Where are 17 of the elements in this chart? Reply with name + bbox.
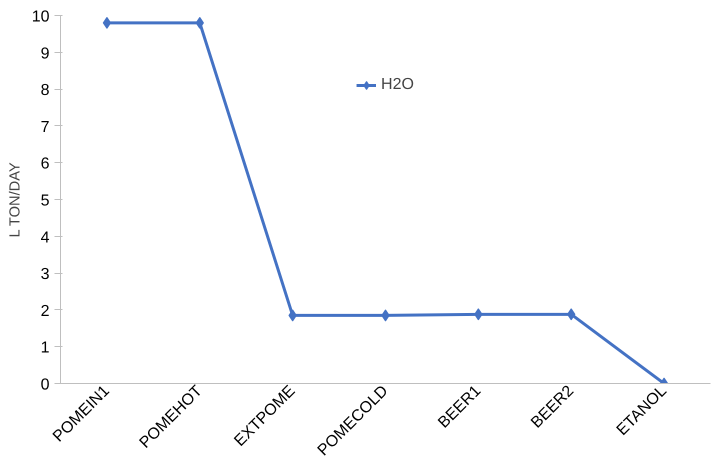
point <box>474 308 483 320</box>
point <box>288 309 297 322</box>
y-tick-label: 7 <box>40 118 50 136</box>
legend-label: H2O <box>381 76 414 94</box>
y-tick-label: 9 <box>40 45 50 62</box>
point <box>102 16 112 29</box>
y-tick-label: 0 <box>40 376 50 394</box>
y-tick-label: 8 <box>40 82 50 100</box>
y-tick-label: 5 <box>40 192 50 210</box>
y-tick-label: 1 <box>40 340 50 357</box>
y-tick-label: 6 <box>40 156 50 173</box>
y-tick-label: 3 <box>40 266 50 284</box>
y-tick-label: 10 <box>32 8 50 26</box>
y-axis-title: L TON/DAY <box>8 162 24 238</box>
y-tick-label: 2 <box>40 302 50 320</box>
y-tick-label: 4 <box>40 229 50 246</box>
point <box>381 309 390 322</box>
